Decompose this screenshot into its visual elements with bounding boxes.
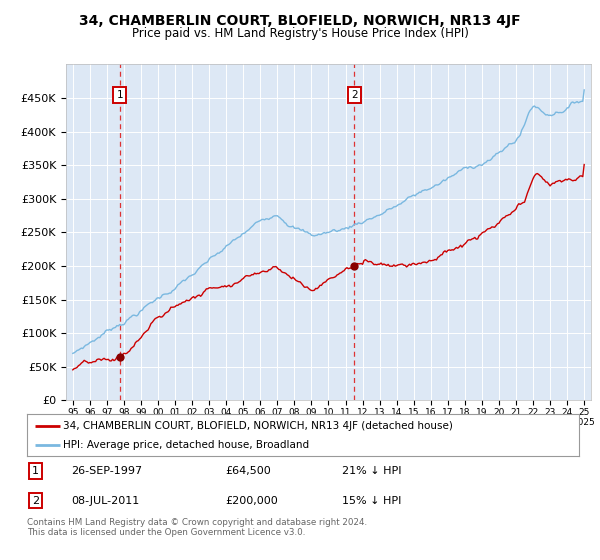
Text: 2: 2 xyxy=(32,496,39,506)
Text: 1: 1 xyxy=(116,90,123,100)
Text: 34, CHAMBERLIN COURT, BLOFIELD, NORWICH, NR13 4JF: 34, CHAMBERLIN COURT, BLOFIELD, NORWICH,… xyxy=(79,14,521,28)
Text: Price paid vs. HM Land Registry's House Price Index (HPI): Price paid vs. HM Land Registry's House … xyxy=(131,27,469,40)
Text: 26-SEP-1997: 26-SEP-1997 xyxy=(71,466,142,476)
Text: Contains HM Land Registry data © Crown copyright and database right 2024.
This d: Contains HM Land Registry data © Crown c… xyxy=(27,518,367,538)
Text: £64,500: £64,500 xyxy=(226,466,271,476)
Text: £200,000: £200,000 xyxy=(226,496,278,506)
Text: 08-JUL-2011: 08-JUL-2011 xyxy=(71,496,139,506)
Text: HPI: Average price, detached house, Broadland: HPI: Average price, detached house, Broa… xyxy=(63,440,309,450)
Text: 1: 1 xyxy=(32,466,39,476)
Text: 21% ↓ HPI: 21% ↓ HPI xyxy=(341,466,401,476)
Text: 34, CHAMBERLIN COURT, BLOFIELD, NORWICH, NR13 4JF (detached house): 34, CHAMBERLIN COURT, BLOFIELD, NORWICH,… xyxy=(63,421,453,431)
Text: 15% ↓ HPI: 15% ↓ HPI xyxy=(341,496,401,506)
Text: 2: 2 xyxy=(351,90,358,100)
